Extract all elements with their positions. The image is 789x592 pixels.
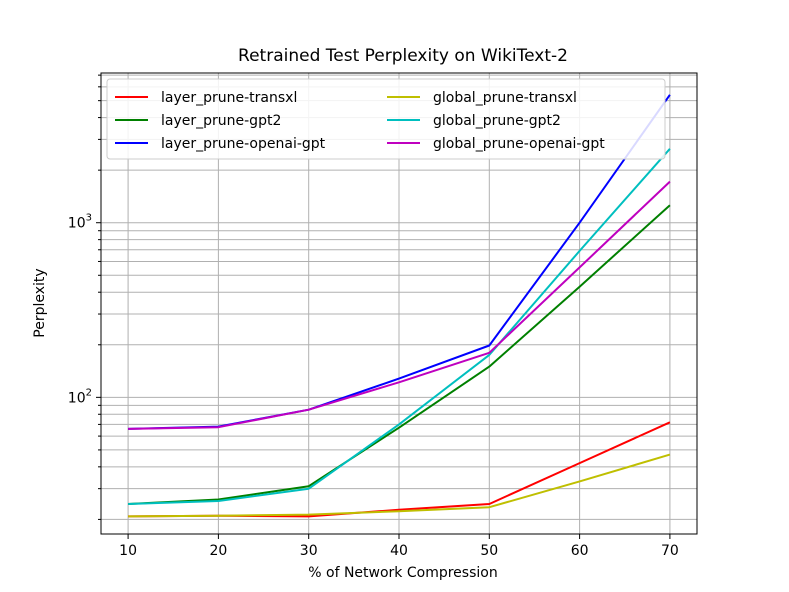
y-axis-label: Perplexity bbox=[32, 268, 48, 337]
legend-label: layer_prune-transxl bbox=[161, 90, 297, 106]
series-lines bbox=[128, 94, 671, 518]
x-tick-label: 10 bbox=[119, 543, 137, 559]
axis-ticks: 10 20 30 40 50 60 70 102 103 bbox=[68, 74, 679, 559]
x-tick-label: 50 bbox=[480, 543, 498, 559]
series-line-global_prune-openai-gpt bbox=[128, 180, 671, 430]
y-tick-label: 103 bbox=[68, 213, 92, 232]
legend-box bbox=[106, 78, 666, 160]
legend-label: global_prune-transxl bbox=[433, 90, 577, 106]
x-tick-label: 40 bbox=[390, 543, 408, 559]
series-line-global_prune-transxl bbox=[128, 453, 671, 518]
x-tick-label: 30 bbox=[300, 543, 318, 559]
x-tick-label: 20 bbox=[209, 543, 227, 559]
y-tick-label: 102 bbox=[68, 387, 92, 406]
legend-label: global_prune-openai-gpt bbox=[433, 136, 605, 152]
legend: layer_prune-transxl layer_prune-gpt2layer… bbox=[106, 78, 666, 160]
x-axis-label: % of Network Compression bbox=[308, 565, 497, 581]
chart-title: Retrained Test Perplexity on WikiText-2 bbox=[238, 46, 568, 66]
plot-frame bbox=[100, 72, 698, 535]
x-tick-label: 60 bbox=[571, 543, 589, 559]
x-tick-label: 70 bbox=[661, 543, 679, 559]
series-line-layer_prune-gpt2 bbox=[128, 204, 671, 505]
legend-label: layer_prune-openai-gpt bbox=[161, 136, 326, 152]
legend-label: global_prune-gpt2 bbox=[433, 113, 561, 129]
legend-label: layer_prune-gpt2 bbox=[161, 113, 281, 129]
series-line-global_prune-gpt2 bbox=[128, 148, 671, 505]
